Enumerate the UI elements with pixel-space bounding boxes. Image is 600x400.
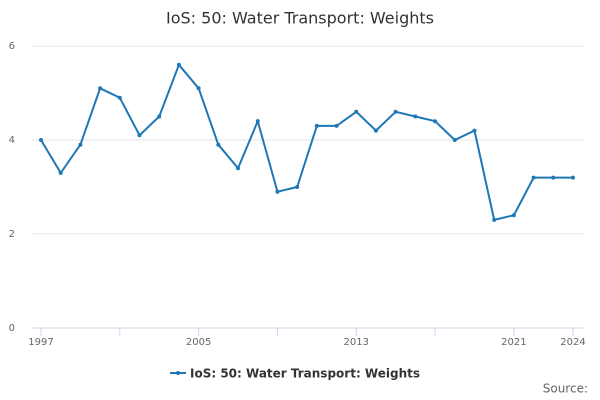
- line: [40, 62, 573, 222]
- point: [196, 86, 201, 91]
- point: [511, 213, 516, 218]
- point: [98, 86, 103, 91]
- point: [354, 109, 359, 114]
- legend-label: IoS: 50: Water Transport: Weights: [190, 367, 420, 381]
- point: [373, 128, 378, 133]
- point: [571, 175, 575, 180]
- point: [39, 138, 43, 142]
- point: [295, 185, 300, 189]
- source: Source:: [543, 382, 588, 396]
- point: [551, 175, 556, 180]
- x-tick-label: 2021: [501, 337, 526, 348]
- x-tick-label: 2013: [344, 337, 369, 348]
- point: [472, 128, 477, 133]
- point: [531, 175, 536, 180]
- x-tick-label: 2005: [186, 337, 211, 348]
- legend-symbol: [176, 371, 180, 375]
- point: [255, 119, 260, 124]
- point: [58, 170, 63, 175]
- point: [157, 114, 162, 119]
- point: [176, 62, 181, 67]
- point: [413, 114, 418, 119]
- point: [334, 123, 339, 128]
- y-tick-label: 6: [9, 41, 15, 52]
- point: [216, 142, 221, 147]
- chart-title: IoS: 50: Water Transport: Weights: [166, 9, 434, 28]
- point: [236, 166, 241, 171]
- point: [275, 189, 280, 194]
- point: [393, 109, 398, 114]
- x-tick-label: 1997: [28, 337, 53, 348]
- y-tick-label: 4: [9, 135, 15, 146]
- point: [78, 142, 83, 147]
- point: [433, 119, 438, 124]
- x-tick-label: 2024: [560, 337, 585, 348]
- y-tick-label: 2: [9, 229, 15, 240]
- point: [137, 133, 142, 138]
- point: [314, 123, 319, 128]
- y-tick-label: 0: [9, 323, 15, 334]
- point: [452, 138, 457, 142]
- point: [117, 95, 122, 100]
- point: [492, 217, 497, 222]
